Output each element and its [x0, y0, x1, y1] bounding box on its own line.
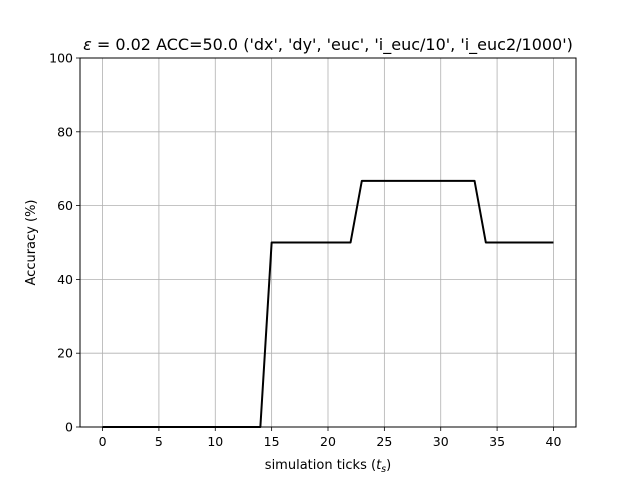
y-tick-label: 100 [49, 51, 73, 66]
y-tick-label: 60 [57, 198, 73, 213]
x-axis-label-sub: s [381, 464, 386, 475]
x-tick-label: 35 [489, 434, 505, 449]
x-axis-ticks: 0 5 10 15 20 25 30 35 40 [99, 427, 562, 449]
x-tick-label: 40 [546, 434, 562, 449]
x-axis-label: simulation ticks (ts) [265, 458, 391, 475]
title-text: = 0.02 ACC=50.0 ('dx', 'dy', 'euc', 'i_e… [92, 35, 573, 55]
x-axis-label-var: t [376, 458, 382, 473]
x-axis-label-prefix: simulation ticks ( [265, 458, 376, 473]
x-axis-label-suffix: ) [386, 458, 391, 473]
x-tick-label: 20 [320, 434, 336, 449]
y-tick-label: 40 [57, 272, 73, 287]
y-axis-label: Accuracy (%) [24, 200, 39, 286]
x-tick-label: 5 [155, 434, 163, 449]
x-tick-label: 10 [207, 434, 223, 449]
y-tick-label: 0 [65, 420, 73, 435]
chart-title: ε = 0.02 ACC=50.0 ('dx', 'dy', 'euc', 'i… [83, 35, 573, 55]
title-epsilon: ε [83, 35, 92, 54]
x-tick-label: 30 [433, 434, 449, 449]
y-axis-ticks: 0 20 40 60 80 100 [49, 51, 80, 435]
y-tick-label: 20 [57, 346, 73, 361]
x-tick-label: 0 [99, 434, 107, 449]
y-tick-label: 80 [57, 124, 73, 139]
x-tick-label: 25 [376, 434, 392, 449]
x-tick-label: 15 [264, 434, 280, 449]
